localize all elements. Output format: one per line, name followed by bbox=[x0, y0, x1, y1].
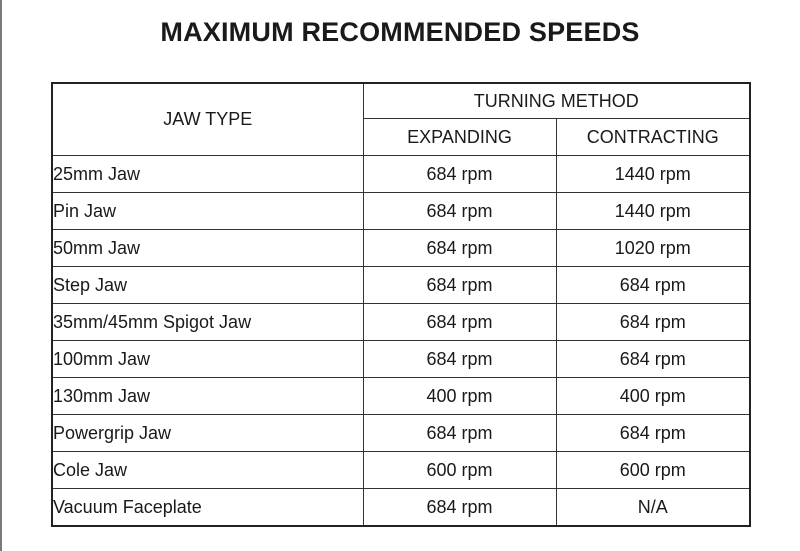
table-row: 130mm Jaw 400 rpm 400 rpm bbox=[51, 377, 751, 415]
turning-method-header: TURNING METHOD bbox=[362, 82, 751, 119]
expanding-speed-cell: 684 rpm bbox=[362, 192, 557, 230]
contracting-speed-cell: 684 rpm bbox=[555, 414, 751, 452]
contracting-speed-cell: 684 rpm bbox=[555, 340, 751, 378]
jaw-name-cell: 100mm Jaw bbox=[51, 340, 364, 378]
jaw-name-cell: Vacuum Faceplate bbox=[51, 488, 364, 527]
jaw-name-cell: 50mm Jaw bbox=[51, 229, 364, 267]
expanding-speed-cell: 684 rpm bbox=[362, 266, 557, 304]
expanding-header: EXPANDING bbox=[362, 118, 557, 156]
expanding-speed-cell: 684 rpm bbox=[362, 414, 557, 452]
table-row: 35mm/45mm Spigot Jaw 684 rpm 684 rpm bbox=[51, 303, 751, 341]
table-row: Step Jaw 684 rpm 684 rpm bbox=[51, 266, 751, 304]
table-row: 50mm Jaw 684 rpm 1020 rpm bbox=[51, 229, 751, 267]
table-row: Powergrip Jaw 684 rpm 684 rpm bbox=[51, 414, 751, 452]
jaw-name-cell: 35mm/45mm Spigot Jaw bbox=[51, 303, 364, 341]
page-title: MAXIMUM RECOMMENDED SPEEDS bbox=[160, 17, 640, 47]
expanding-speed-cell: 600 rpm bbox=[362, 451, 557, 489]
contracting-speed-cell: 1020 rpm bbox=[555, 229, 751, 267]
jaw-name-cell: Cole Jaw bbox=[51, 451, 364, 489]
contracting-speed-cell: N/A bbox=[555, 488, 751, 527]
table-row: Cole Jaw 600 rpm 600 rpm bbox=[51, 451, 751, 489]
table-row: Pin Jaw 684 rpm 1440 rpm bbox=[51, 192, 751, 230]
contracting-speed-cell: 1440 rpm bbox=[555, 192, 751, 230]
jaw-name-cell: 25mm Jaw bbox=[51, 155, 364, 193]
left-margin-rule bbox=[0, 0, 2, 551]
expanding-speed-cell: 400 rpm bbox=[362, 377, 557, 415]
expanding-speed-cell: 684 rpm bbox=[362, 155, 557, 193]
jaw-name-cell: Powergrip Jaw bbox=[51, 414, 364, 452]
jaw-name-cell: 130mm Jaw bbox=[51, 377, 364, 415]
jaw-name-cell: Step Jaw bbox=[51, 266, 364, 304]
contracting-speed-cell: 684 rpm bbox=[555, 266, 751, 304]
expanding-speed-cell: 684 rpm bbox=[362, 303, 557, 341]
speeds-table: JAW TYPE TURNING METHOD EXPANDING CONTRA… bbox=[51, 82, 751, 527]
jaw-type-header: JAW TYPE bbox=[51, 82, 364, 156]
contracting-speed-cell: 600 rpm bbox=[555, 451, 751, 489]
table-row: 100mm Jaw 684 rpm 684 rpm bbox=[51, 340, 751, 378]
table-row: Vacuum Faceplate 684 rpm N/A bbox=[51, 488, 751, 527]
expanding-speed-cell: 684 rpm bbox=[362, 229, 557, 267]
contracting-header: CONTRACTING bbox=[555, 118, 751, 156]
expanding-speed-cell: 684 rpm bbox=[362, 340, 557, 378]
jaw-name-cell: Pin Jaw bbox=[51, 192, 364, 230]
contracting-speed-cell: 1440 rpm bbox=[555, 155, 751, 193]
contracting-speed-cell: 684 rpm bbox=[555, 303, 751, 341]
expanding-speed-cell: 684 rpm bbox=[362, 488, 557, 527]
table-row: 25mm Jaw 684 rpm 1440 rpm bbox=[51, 155, 751, 193]
contracting-speed-cell: 400 rpm bbox=[555, 377, 751, 415]
